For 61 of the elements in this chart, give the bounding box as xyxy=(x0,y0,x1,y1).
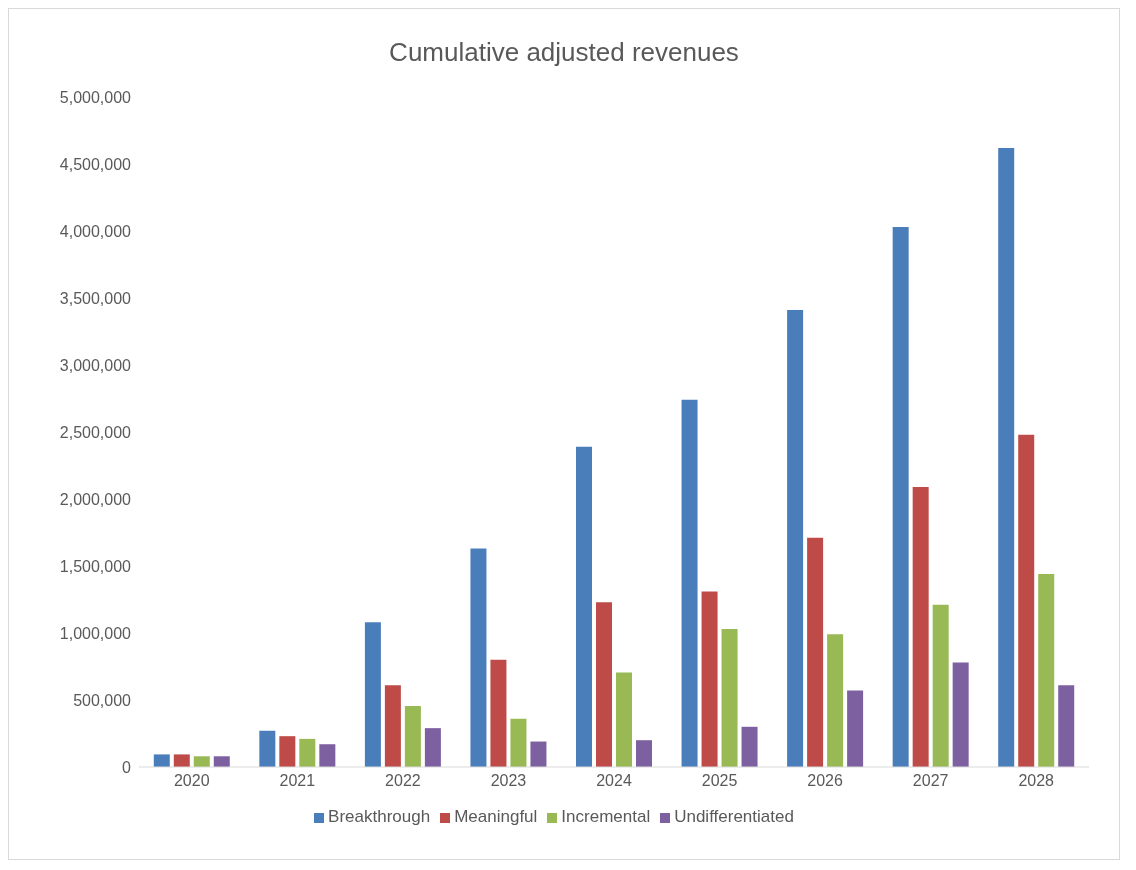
bar xyxy=(932,604,949,767)
x-tick-label: 2023 xyxy=(490,772,527,790)
bar xyxy=(827,634,844,767)
chart-title: Cumulative adjusted revenues xyxy=(388,37,740,69)
bar xyxy=(952,662,969,767)
bar xyxy=(892,226,909,767)
bar xyxy=(384,685,401,767)
bar xyxy=(576,446,592,767)
bar xyxy=(721,628,738,767)
bar xyxy=(299,738,316,767)
bar xyxy=(510,718,527,767)
x-tick-label: 2027 xyxy=(912,772,949,790)
y-tick-label: 2,000,000 xyxy=(59,490,132,508)
bar xyxy=(596,602,612,767)
bar xyxy=(364,622,381,767)
y-tick-label: 1,000,000 xyxy=(59,624,132,642)
bar xyxy=(173,754,190,767)
bar xyxy=(319,744,336,767)
x-tick-label: 2024 xyxy=(596,772,632,790)
legend-label: Incremental xyxy=(561,807,651,826)
bar xyxy=(681,399,698,767)
bar xyxy=(998,147,1015,767)
bar xyxy=(153,754,170,767)
bar xyxy=(741,726,758,767)
bar xyxy=(807,537,824,767)
x-tick-label: 2022 xyxy=(385,772,421,790)
bar xyxy=(912,486,929,767)
y-tick-label: 3,500,000 xyxy=(59,289,132,307)
bar xyxy=(1038,574,1055,767)
bar xyxy=(259,730,276,767)
y-tick-label: 0 xyxy=(122,758,132,776)
y-tick-label: 500,000 xyxy=(73,691,132,709)
x-tick-label: 2028 xyxy=(1018,772,1055,790)
y-tick-label: 3,000,000 xyxy=(59,356,132,374)
legend-label: Breakthrough xyxy=(328,807,431,826)
x-tick-label: 2020 xyxy=(173,772,210,790)
bar xyxy=(490,659,507,767)
x-tick-label: 2026 xyxy=(807,772,844,790)
bar xyxy=(470,548,487,767)
bar xyxy=(636,740,652,767)
bar xyxy=(404,706,421,767)
y-tick-label: 4,000,000 xyxy=(59,222,132,240)
x-tick-label: 2021 xyxy=(279,772,316,790)
bar xyxy=(616,672,632,767)
bar xyxy=(530,741,547,767)
bar xyxy=(701,591,718,767)
bar xyxy=(424,728,441,767)
y-tick-label: 4,500,000 xyxy=(59,155,132,173)
bar xyxy=(1018,434,1035,767)
x-tick-label: 2025 xyxy=(701,772,738,790)
bar xyxy=(847,690,864,767)
bar xyxy=(213,756,230,767)
bar xyxy=(193,756,210,767)
y-tick-label: 2,500,000 xyxy=(59,423,132,441)
legend-label: Undifferentiated xyxy=(674,807,794,826)
bar xyxy=(279,736,296,767)
bar xyxy=(1058,685,1075,767)
legend-label: Meaningful xyxy=(454,807,538,826)
y-tick-label: 5,000,000 xyxy=(59,88,132,106)
y-tick-label: 1,500,000 xyxy=(59,557,132,575)
bar xyxy=(787,310,804,767)
